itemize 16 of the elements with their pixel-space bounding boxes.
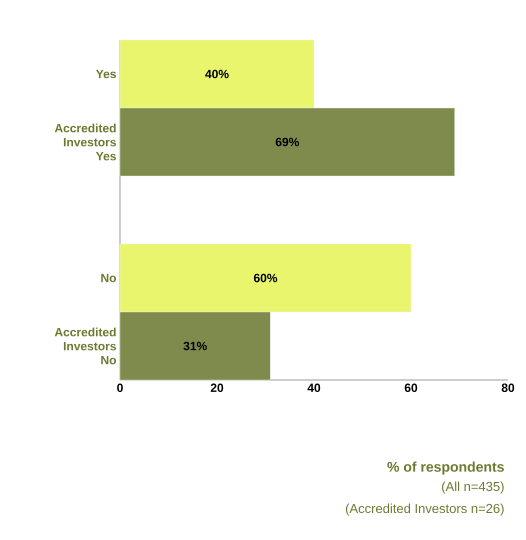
x-tick-label: 80 xyxy=(502,384,514,392)
y-tick-label: Yes xyxy=(96,70,116,78)
data-label: 60% xyxy=(254,274,278,282)
x-axis-title: % of respondents xyxy=(387,462,504,475)
x-tick-label: 40 xyxy=(308,384,320,392)
x-tick-label: 20 xyxy=(210,384,224,392)
x-tick-label: 60 xyxy=(404,384,418,392)
text: (All n=435) xyxy=(442,482,504,494)
data-label: 69% xyxy=(276,138,300,146)
data-label: 40% xyxy=(205,70,229,78)
x-tick-label: 0 xyxy=(117,384,123,392)
y-tick-label: Accredited Investors Yes xyxy=(54,124,116,160)
data-label: 31% xyxy=(183,342,207,350)
text: (Accredited Investors n=26) xyxy=(346,504,504,516)
y-tick-label: No xyxy=(101,274,116,282)
y-tick-label: Accredited Investors No xyxy=(54,328,116,364)
